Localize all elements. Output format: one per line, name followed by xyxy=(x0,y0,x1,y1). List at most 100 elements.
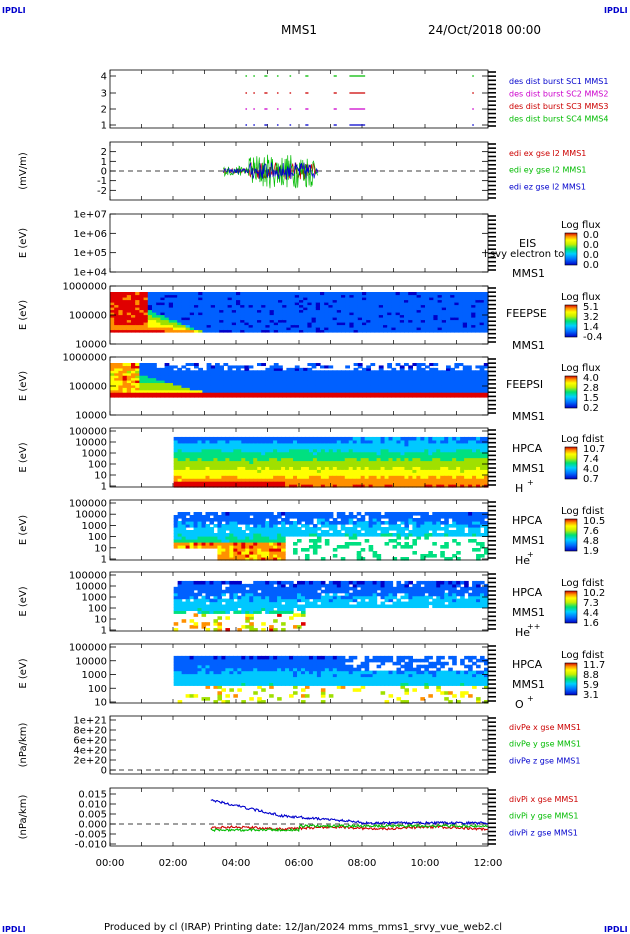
feepsi-cell xyxy=(139,375,145,379)
feepse-cell xyxy=(223,307,229,311)
feepsi-cell xyxy=(236,377,241,381)
feepse-cell xyxy=(391,314,397,318)
feepsi-cell xyxy=(110,392,115,396)
feepse-cell xyxy=(202,312,208,316)
panel-hpca-he-cell xyxy=(364,524,370,528)
panel-hpca-h-cell xyxy=(432,472,437,476)
panel-hpca-he-cell xyxy=(217,533,223,537)
panel-hpca-he-cell xyxy=(173,527,179,531)
feepse-cell xyxy=(269,312,275,316)
panel-hpca-h-cell xyxy=(217,472,223,476)
panel-hpca-h-cell xyxy=(197,463,203,467)
feepse-cell xyxy=(240,309,245,313)
feepse-cell xyxy=(131,327,136,331)
panel-hpca-he-cell xyxy=(320,515,326,519)
feepsi-cell xyxy=(383,370,388,374)
edi-series-2 xyxy=(223,162,319,180)
feepsi-cell xyxy=(126,394,132,398)
feepse-cell xyxy=(210,329,216,333)
panel-hpca-h-cell xyxy=(257,469,262,473)
feepsi-cell xyxy=(278,367,283,371)
panel-hpca-h-cell xyxy=(249,460,254,465)
feepse-cell xyxy=(198,307,203,311)
panel-hpca-h-cell xyxy=(448,478,453,482)
panel-hpca-h-cell xyxy=(372,442,378,447)
feepse-cell xyxy=(391,309,397,313)
feepse-cell xyxy=(223,319,229,323)
feepse-cell xyxy=(416,302,422,306)
feepse-cell xyxy=(273,307,279,311)
panel-hpca-h-cell xyxy=(189,460,195,465)
panel-hpca-he-cell xyxy=(193,536,199,540)
panel-hpca-h-cell xyxy=(173,466,179,470)
panel-hpca-he-cell xyxy=(185,539,191,543)
panel-hpca-h-cell xyxy=(476,478,481,482)
feepse-cell xyxy=(278,299,283,303)
feepsi-cell xyxy=(223,384,229,388)
feepse-cell xyxy=(278,329,283,333)
panel-hpca-h-cell xyxy=(364,484,370,488)
panel-hpca-he-cell xyxy=(229,545,234,549)
panel-hpca-h-cell xyxy=(372,448,378,453)
feepsi-cell xyxy=(236,372,241,376)
panel-hpca-h-cell xyxy=(324,481,330,485)
feepse-cell xyxy=(307,294,313,298)
panel-hpca-h-cell xyxy=(372,478,378,482)
feepsi-cell xyxy=(332,384,338,388)
panel-hpca-he-cell xyxy=(177,527,183,531)
panel-hpca-h-cell xyxy=(253,475,258,479)
panel-hpca-he-cell xyxy=(245,557,250,561)
feepse-cell xyxy=(408,329,413,333)
panel-hpca-h-cell xyxy=(249,439,254,444)
feepse-cell xyxy=(252,294,258,298)
feepsi-cell xyxy=(122,387,128,391)
feepsi-cell xyxy=(357,375,363,379)
panel-hpca-h-cell xyxy=(472,463,477,467)
feepse-cell xyxy=(420,307,426,311)
feepsi-cell xyxy=(441,377,447,381)
panel-hpca-h-cell xyxy=(253,484,258,488)
feepsi-cell xyxy=(194,372,199,376)
panel-hpca-he-cell xyxy=(384,542,390,546)
feepse-cell xyxy=(122,309,128,313)
panel-hpca-he-cell xyxy=(221,551,226,555)
feepse-cell xyxy=(357,322,363,326)
feepse-cell xyxy=(231,319,237,323)
panel-hpca-h-cell xyxy=(316,448,322,453)
feepsi-cell xyxy=(143,380,149,384)
panel-hpca-h-cell xyxy=(285,454,290,459)
panel-hpca-he-cell xyxy=(316,512,322,516)
panel-hpca-he-cell xyxy=(312,548,318,552)
feepse-cell xyxy=(345,297,350,301)
panel-hpca-he-cell xyxy=(205,536,211,540)
feepse-cell xyxy=(244,319,250,323)
feepse-cell xyxy=(173,307,178,311)
feepsi-cell xyxy=(420,377,426,381)
feepsi-cell xyxy=(475,365,481,369)
panel-hpca-h-cell xyxy=(332,451,338,456)
feepse-cell xyxy=(135,312,140,316)
panel-hpca-h-cell xyxy=(265,442,270,447)
feepsi-cell xyxy=(299,380,304,384)
feepse-cell xyxy=(202,299,208,303)
panel-hpca-he-cell xyxy=(340,533,346,537)
feepse-cell xyxy=(307,324,313,328)
panel-hpca-h-cell xyxy=(376,478,382,482)
feepsi-cell xyxy=(206,367,212,371)
feepse-cell xyxy=(177,327,182,331)
feepsi-cell xyxy=(273,387,279,391)
panel-hpca-h-cell xyxy=(201,457,207,462)
feepsi-cell xyxy=(202,372,208,376)
panel-hpca-he-cell xyxy=(384,527,390,531)
feepsi-cell xyxy=(425,377,430,381)
feepse-cell xyxy=(294,329,300,333)
feepse-cell xyxy=(450,292,455,296)
feepse-cell xyxy=(215,302,220,306)
panel-hpca-h-cell xyxy=(173,472,179,476)
panel-hpca-h-cell xyxy=(233,448,238,453)
feepse-cell xyxy=(248,297,254,301)
feepse-cell xyxy=(286,304,292,308)
feepsi-cell xyxy=(420,394,426,398)
panel-hpca-h-cell xyxy=(205,478,211,482)
panel-hpca-he-cell xyxy=(173,515,179,519)
